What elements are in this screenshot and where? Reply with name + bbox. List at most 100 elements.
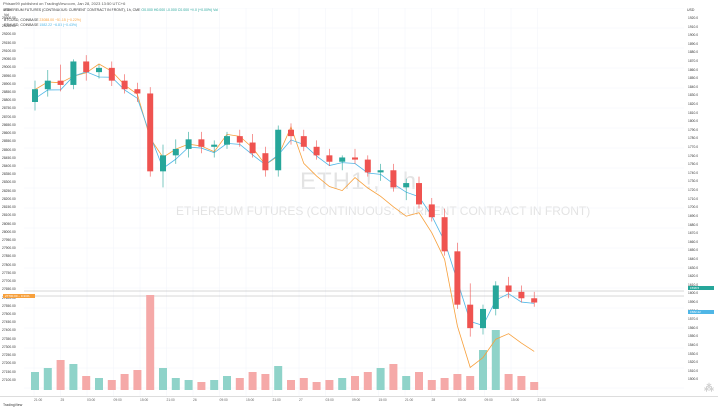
candle-body	[83, 61, 90, 73]
right-tick-label: 1680.0	[688, 222, 699, 227]
eth-symbol: ETHUSD, COINBASE	[4, 23, 39, 27]
volume-bar	[517, 376, 526, 390]
volume-bar	[31, 372, 39, 390]
right-tick-label: 1620.0	[688, 274, 699, 279]
x-tick-label: 21:00	[537, 398, 546, 402]
volume-label: Vol	[4, 13, 9, 17]
right-tick-label: 1860.0	[688, 67, 699, 72]
right-tick-label: 1660.0	[688, 239, 699, 244]
candle-body	[262, 153, 269, 171]
left-tick-label: 28000.00	[2, 229, 16, 234]
left-tick-label: 28150.00	[2, 205, 16, 210]
right-tick-label: 1520.0	[688, 360, 699, 365]
volume-bar	[210, 380, 219, 390]
right-tick-label: 1790.0	[688, 127, 699, 132]
candle-body	[70, 61, 77, 85]
left-tick-label: 28600.00	[2, 131, 16, 136]
left-price-tag: 27700.00 − 0.31%	[3, 294, 35, 298]
left-tick-label: 29050.00	[2, 57, 16, 62]
left-tick-label: 27150.00	[2, 369, 16, 374]
x-tick-label: 09:00	[484, 398, 493, 402]
left-tick-label: 28750.00	[2, 106, 16, 111]
volume-bar	[69, 364, 78, 390]
legend-vol-row[interactable]: Vol	[4, 13, 304, 18]
volume-bar	[427, 380, 436, 390]
right-price-axis[interactable]: USD 1920.0 1910.0 1900.0 1890.0 1880.0 1870.0…	[684, 8, 718, 396]
left-tick-label: 27300.00	[2, 344, 16, 349]
volume-bar	[82, 376, 91, 390]
volume-bar	[530, 382, 539, 390]
left-tick-label: 29250.00	[2, 24, 16, 29]
x-tick-label: 09:00	[113, 398, 122, 402]
volume-bar	[248, 372, 257, 390]
candle-body	[441, 217, 448, 252]
right-price-tag-eth: 1582.22	[688, 310, 714, 314]
volume-bar	[287, 380, 295, 390]
x-tick-label: 03:00	[458, 398, 467, 402]
candle-body	[377, 170, 384, 173]
volume-bar	[146, 295, 155, 390]
right-tick-label: 1810.0	[688, 110, 699, 115]
legend-eth-row[interactable]: ETHUSD, COINBASE 1582.22 −6.83 (−0.43%)	[4, 23, 304, 28]
x-tick-label: 28	[431, 398, 436, 402]
candle-body	[224, 136, 230, 145]
volume-bar	[363, 372, 372, 390]
left-tick-label: 28200.00	[2, 196, 16, 201]
left-price-axis[interactable]: USD 29300.00 29250.00 29200.00 29150.00 2910…	[0, 8, 24, 396]
x-tick-label: 03:00	[87, 398, 96, 402]
left-tick-label: 27550.00	[2, 303, 16, 308]
volume-bar	[197, 382, 206, 390]
right-tick-label: 1780.0	[688, 136, 699, 141]
volume-bar	[184, 380, 193, 390]
candle-body	[339, 157, 346, 162]
left-tick-label: 27850.00	[2, 254, 16, 259]
btc-line	[34, 63, 535, 369]
volume-bar	[466, 376, 475, 390]
candle-body	[57, 80, 64, 85]
tradingview-brand: TradingView	[3, 403, 23, 407]
left-tick-label: 27900.00	[2, 246, 16, 251]
corner-logo: ⁂	[704, 383, 714, 394]
left-tick-label: 27100.00	[2, 377, 16, 382]
candle-body	[518, 291, 525, 299]
candle-body	[313, 146, 320, 156]
volume-bar	[120, 374, 129, 390]
right-tick-label: 1560.0	[688, 325, 699, 330]
left-tick-label: 28250.00	[2, 188, 16, 193]
left-tick-label: 28500.00	[2, 147, 16, 152]
right-tick-label: 1670.0	[688, 231, 699, 236]
left-tick-label: 27500.00	[2, 312, 16, 316]
watermark-symbol: ETH1!, 1h	[300, 168, 418, 195]
eth-value: 1582.22 −6.83 (−0.43%)	[39, 23, 78, 27]
candle-body	[96, 67, 102, 73]
volume-bar	[402, 376, 411, 390]
right-tick-label: 1730.0	[688, 179, 699, 184]
candle-body	[44, 80, 51, 90]
right-tick-label: 1920.0	[688, 16, 699, 20]
volume-bar	[338, 378, 347, 390]
left-tick-label: 27450.00	[2, 320, 16, 325]
x-tick-label: 03:00	[325, 398, 334, 402]
legend-main-row[interactable]: ETHEREUM FUTURES (CONTINUOUS: CURRENT CO…	[4, 8, 304, 13]
candle-body	[249, 142, 256, 154]
left-tick-label: 27700.00	[2, 279, 16, 284]
volume-bar	[159, 368, 167, 390]
btc-symbol: BTCUSD, COINBASE	[4, 18, 39, 22]
price-chart[interactable]	[24, 8, 684, 396]
volume-bar	[415, 372, 423, 390]
time-axis[interactable]: 21:00 25 03:00 09:00 15:00 21:00 26 09:00 15:00 2…	[0, 396, 718, 408]
x-tick-label: 09:00	[219, 398, 228, 402]
left-tick-label: 28450.00	[2, 155, 16, 160]
right-tick-label: 1750.0	[688, 162, 699, 167]
right-tick-label: 1540.0	[688, 342, 699, 347]
volume-bar	[440, 378, 449, 390]
left-tick-label: 27800.00	[2, 262, 16, 267]
candle-body	[480, 308, 486, 329]
volume-bar	[274, 366, 283, 390]
left-tick-label: 28800.00	[2, 98, 16, 103]
x-tick-label: 15:00	[511, 398, 520, 402]
candle-body	[531, 298, 538, 303]
candle-body	[390, 170, 397, 188]
left-tick-label: 27950.00	[2, 238, 16, 242]
volume-bar	[376, 368, 385, 390]
